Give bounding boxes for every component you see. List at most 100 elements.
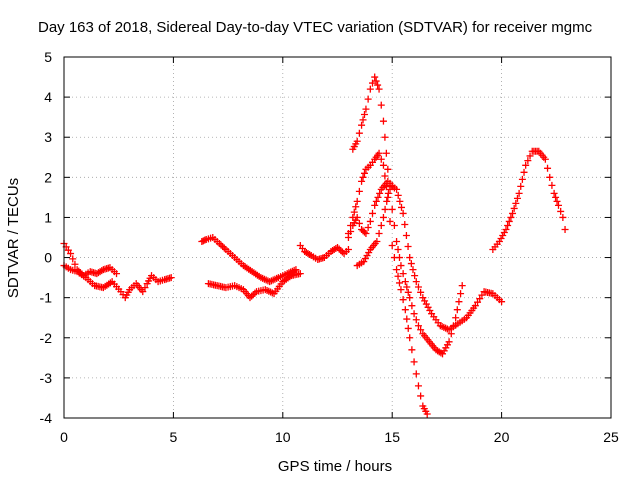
data-point-marker bbox=[362, 229, 370, 237]
data-point-marker bbox=[414, 382, 422, 390]
data-point-marker bbox=[249, 291, 257, 299]
data-point-marker bbox=[139, 288, 147, 296]
y-tick-label: 4 bbox=[44, 89, 52, 105]
data-point-marker bbox=[526, 152, 534, 160]
data-point-marker bbox=[373, 238, 381, 246]
data-point-marker bbox=[248, 292, 256, 300]
data-point-marker bbox=[377, 221, 385, 229]
data-point-marker bbox=[360, 110, 368, 118]
data-point-marker bbox=[515, 189, 523, 197]
data-point-marker bbox=[404, 243, 412, 251]
data-point-marker bbox=[409, 266, 417, 274]
data-point-marker bbox=[382, 183, 390, 191]
data-point-marker bbox=[371, 201, 379, 209]
data-point-marker bbox=[377, 101, 385, 109]
data-point-marker bbox=[355, 129, 363, 137]
y-tick-label: 0 bbox=[44, 250, 52, 266]
x-tick-label: 20 bbox=[494, 429, 510, 445]
data-point-marker bbox=[69, 255, 77, 263]
data-point-marker bbox=[382, 149, 390, 157]
x-tick-label: 0 bbox=[60, 429, 68, 445]
data-point-marker bbox=[442, 344, 450, 352]
data-point-marker bbox=[371, 73, 379, 81]
data-point-marker bbox=[352, 203, 360, 211]
y-tick-label: -2 bbox=[40, 330, 53, 346]
data-point-marker bbox=[497, 235, 505, 243]
data-point-marker bbox=[399, 209, 407, 217]
data-point-marker bbox=[201, 236, 209, 244]
data-point-marker bbox=[376, 189, 384, 197]
data-point-marker bbox=[518, 175, 526, 183]
data-point-marker bbox=[384, 189, 392, 197]
data-point-marker bbox=[344, 246, 352, 254]
y-tick-label: -4 bbox=[40, 410, 53, 426]
data-point-marker bbox=[478, 291, 486, 299]
data-point-marker bbox=[406, 334, 414, 342]
data-point-marker bbox=[337, 247, 345, 255]
data-point-marker bbox=[443, 341, 451, 349]
data-point-marker bbox=[544, 164, 552, 172]
data-point-marker bbox=[412, 370, 420, 378]
y-tick-label: -1 bbox=[40, 290, 53, 306]
data-point-marker bbox=[388, 242, 396, 250]
data-point-marker bbox=[374, 193, 382, 201]
data-point-marker bbox=[366, 217, 374, 225]
data-point-marker bbox=[374, 81, 382, 89]
data-point-marker bbox=[292, 266, 300, 274]
series-upper-midday bbox=[198, 234, 300, 286]
data-point-marker bbox=[375, 229, 383, 237]
data-point-marker bbox=[505, 217, 513, 225]
data-point-marker bbox=[559, 213, 567, 221]
plot-frame bbox=[63, 56, 612, 419]
grid-lines bbox=[63, 56, 612, 419]
data-point-marker bbox=[522, 161, 530, 169]
data-point-marker bbox=[359, 173, 367, 181]
data-point-marker bbox=[220, 244, 228, 252]
series-lower-midday bbox=[204, 270, 304, 302]
data-point-marker bbox=[423, 410, 431, 418]
data-point-marker bbox=[403, 315, 411, 323]
data-point-marker bbox=[395, 279, 403, 287]
data-point-marker bbox=[390, 221, 398, 229]
data-point-marker bbox=[412, 278, 420, 286]
data-point-marker bbox=[554, 201, 562, 209]
data-point-marker bbox=[410, 310, 418, 318]
data-point-marker bbox=[394, 272, 402, 280]
data-point-marker bbox=[500, 228, 508, 236]
data-point-marker bbox=[386, 217, 394, 225]
data-point-marker bbox=[397, 286, 405, 294]
data-point-marker bbox=[406, 294, 414, 302]
data-point-marker bbox=[399, 270, 407, 278]
data-point-marker bbox=[557, 207, 565, 215]
data-point-marker bbox=[379, 117, 387, 125]
data-point-marker bbox=[504, 221, 512, 229]
data-point-marker bbox=[360, 258, 368, 266]
data-point-marker bbox=[408, 346, 416, 354]
y-tick-label: 5 bbox=[44, 49, 52, 65]
data-point-marker bbox=[509, 209, 517, 217]
data-point-marker bbox=[381, 205, 389, 213]
data-point-marker bbox=[395, 254, 403, 262]
data-point-marker bbox=[358, 121, 366, 129]
y-tick-label: 1 bbox=[44, 209, 52, 225]
data-point-marker bbox=[362, 105, 370, 113]
data-point-marker bbox=[306, 251, 314, 259]
data-point-marker bbox=[219, 243, 227, 251]
data-point-marker bbox=[334, 244, 341, 252]
data-point-marker bbox=[353, 137, 361, 145]
data-point-marker bbox=[546, 173, 554, 181]
y-tick-label: 2 bbox=[44, 169, 52, 185]
data-point-marker bbox=[363, 252, 371, 260]
data-point-marker bbox=[396, 197, 404, 205]
data-point-marker bbox=[369, 79, 377, 87]
data-point-marker bbox=[410, 358, 418, 366]
series-peak bbox=[349, 73, 466, 358]
data-point-marker bbox=[401, 306, 409, 314]
data-point-marker bbox=[412, 316, 420, 324]
data-point-marker bbox=[353, 197, 361, 205]
data-point-marker bbox=[407, 260, 415, 268]
data-point-marker bbox=[381, 133, 389, 141]
data-point-marker bbox=[360, 228, 368, 236]
data-point-marker bbox=[397, 203, 405, 211]
data-point-marker bbox=[246, 294, 254, 302]
